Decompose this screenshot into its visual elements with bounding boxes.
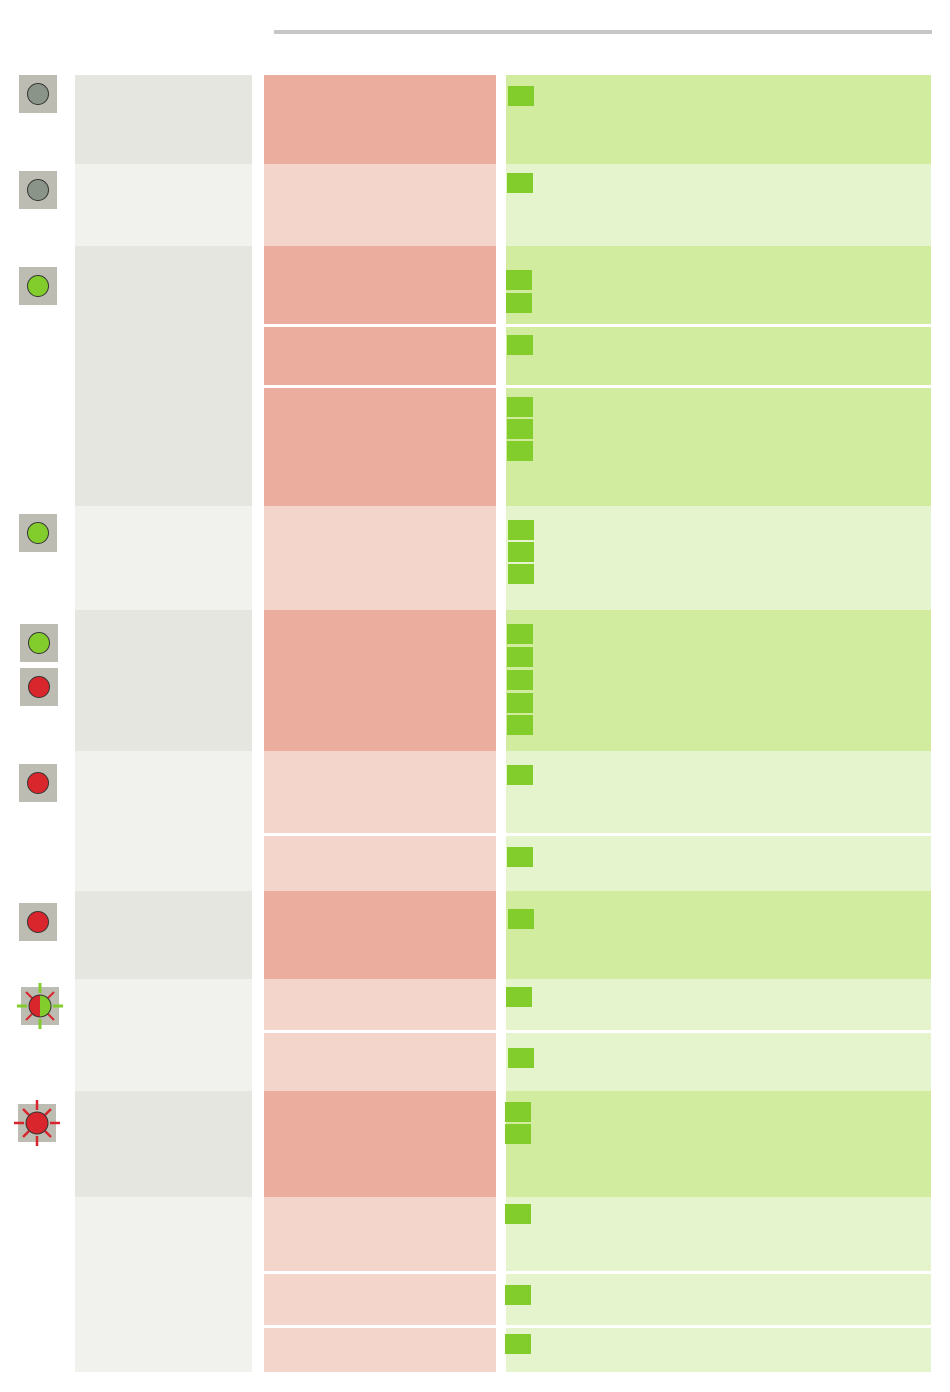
col3-cell xyxy=(506,610,931,751)
col1-cell xyxy=(75,506,252,610)
bullet-square xyxy=(508,564,534,584)
col2-cell xyxy=(264,388,496,506)
bullet-square xyxy=(507,847,533,867)
col3-cell xyxy=(506,1274,931,1325)
col3-cell xyxy=(506,1328,931,1372)
header-rule xyxy=(274,30,932,34)
bullet-square xyxy=(507,397,533,417)
col2-cell xyxy=(264,164,496,246)
col1-cell xyxy=(75,751,252,891)
col1-cell xyxy=(75,610,252,751)
col2-cell xyxy=(264,246,496,324)
bullet-square xyxy=(508,86,534,106)
bullet-square xyxy=(508,542,534,562)
col2-cell xyxy=(264,1033,496,1091)
bullet-square xyxy=(507,173,533,193)
col3-cell xyxy=(506,246,931,324)
col2-cell xyxy=(264,327,496,385)
col3-cell xyxy=(506,751,931,833)
col2-cell xyxy=(264,1197,496,1271)
bullet-square xyxy=(507,419,533,439)
bullet-square xyxy=(507,647,533,667)
col3-cell xyxy=(506,979,931,1030)
bullet-square xyxy=(507,624,533,644)
bullet-square xyxy=(505,1334,531,1354)
col3-cell xyxy=(506,506,931,610)
col2-cell xyxy=(264,979,496,1030)
bullet-square xyxy=(505,1124,531,1144)
col3-cell xyxy=(506,1197,931,1271)
bullet-square xyxy=(508,520,534,540)
col2-cell xyxy=(264,1091,496,1197)
col2-cell xyxy=(264,836,496,891)
flashing-red-led-icon xyxy=(14,1100,60,1146)
bullet-square xyxy=(507,765,533,785)
col1-cell xyxy=(75,891,252,979)
col1-cell xyxy=(75,979,252,1091)
bullet-square xyxy=(506,293,532,313)
col2-cell xyxy=(264,1328,496,1372)
col3-cell xyxy=(506,164,931,246)
col2-cell xyxy=(264,506,496,610)
green-led-icon xyxy=(19,514,57,552)
bullet-square xyxy=(505,1102,531,1122)
col3-cell xyxy=(506,1091,931,1197)
bullet-square xyxy=(508,909,534,929)
bullet-square xyxy=(506,270,532,290)
bullet-square xyxy=(508,1048,534,1068)
col3-cell xyxy=(506,1033,931,1091)
col1-cell xyxy=(75,1197,252,1372)
col1-cell xyxy=(75,164,252,246)
col2-cell xyxy=(264,75,496,164)
grey-led-icon xyxy=(19,171,57,209)
flashing-red-green-led-icon xyxy=(17,983,63,1029)
col3-cell xyxy=(506,891,931,979)
bullet-square xyxy=(505,1204,531,1224)
col1-cell xyxy=(75,75,252,164)
col3-cell xyxy=(506,836,931,891)
col3-cell xyxy=(506,327,931,385)
col2-cell xyxy=(264,891,496,979)
bullet-square xyxy=(505,1285,531,1305)
green-led-icon xyxy=(19,267,57,305)
col2-cell xyxy=(264,751,496,833)
red-led-icon xyxy=(19,764,57,802)
bullet-square xyxy=(507,715,533,735)
col3-cell xyxy=(506,75,931,164)
bullet-square xyxy=(507,335,533,355)
bullet-square xyxy=(507,441,533,461)
col1-cell xyxy=(75,1091,252,1197)
col1-cell xyxy=(75,246,252,506)
bullet-square xyxy=(507,693,533,713)
red-led-icon xyxy=(20,668,58,706)
green-led-icon xyxy=(20,624,58,662)
col2-cell xyxy=(264,610,496,751)
bullet-square xyxy=(506,987,532,1007)
bullet-square xyxy=(507,670,533,690)
red-led-icon xyxy=(19,903,57,941)
col3-cell xyxy=(506,388,931,506)
grey-led-icon xyxy=(19,75,57,113)
col2-cell xyxy=(264,1274,496,1325)
